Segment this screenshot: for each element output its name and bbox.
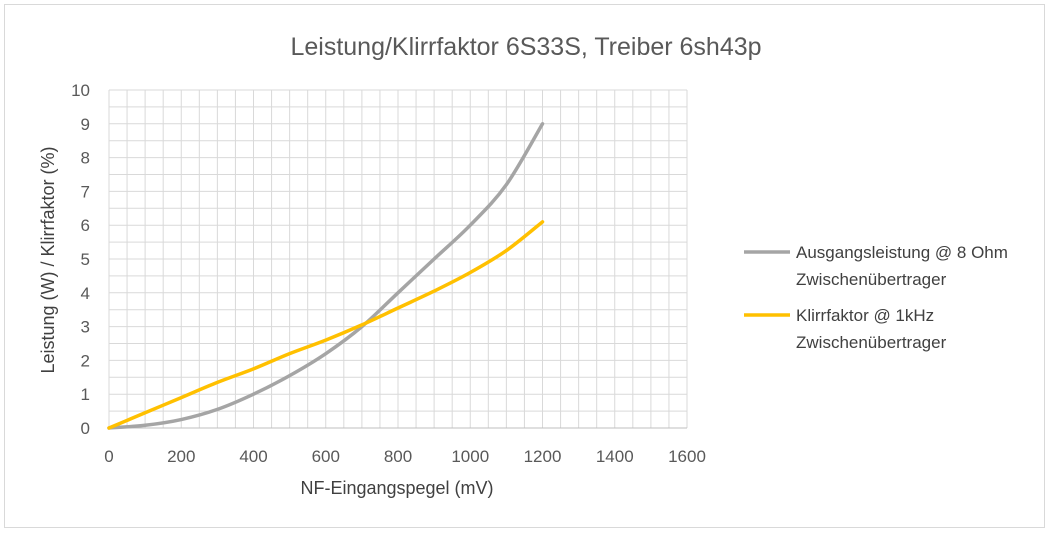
series-line-2	[107, 220, 545, 430]
y-axis-label: Leistung (W) / Klirrfaktor (%)	[38, 146, 58, 373]
x-tick-label: 200	[167, 447, 195, 466]
y-tick-label: 1	[81, 385, 90, 404]
x-tick-label: 1400	[596, 447, 634, 466]
legend: Ausgangsleistung @ 8 Ohm Zwischenübertrag…	[744, 243, 1008, 352]
x-axis-ticks: 0 200 400 600 800 1000 1200 1400 1600	[104, 447, 706, 466]
legend-label-2: Zwischenübertrager	[796, 333, 947, 352]
series-lines	[107, 122, 545, 430]
y-axis-ticks: 0 1 2 3 4 5 6 7 8 9 10	[71, 81, 90, 438]
x-tick-label: 1200	[524, 447, 562, 466]
y-tick-label: 5	[81, 250, 90, 269]
series-line-1	[107, 122, 545, 430]
y-tick-label: 10	[71, 81, 90, 100]
y-tick-label: 7	[81, 182, 90, 201]
y-tick-label: 9	[81, 115, 90, 134]
x-axis-label: NF-Eingangspegel (mV)	[300, 478, 493, 498]
legend-label-1: Ausgangsleistung @ 8 Ohm	[796, 243, 1008, 262]
x-tick-label: 1000	[451, 447, 489, 466]
x-tick-label: 800	[384, 447, 412, 466]
chart-title: Leistung/Klirrfaktor 6S33S, Treiber 6sh4…	[290, 33, 761, 61]
y-tick-label: 6	[81, 216, 90, 235]
y-tick-label: 2	[81, 351, 90, 370]
y-tick-label: 4	[81, 284, 90, 303]
legend-label-1: Zwischenübertrager	[796, 270, 947, 289]
y-tick-label: 8	[81, 149, 90, 168]
legend-label-2: Klirrfaktor @ 1kHz	[796, 306, 934, 325]
grid-lines	[108, 89, 688, 429]
x-tick-label: 1600	[668, 447, 706, 466]
y-tick-label: 0	[81, 419, 90, 438]
x-tick-label: 0	[104, 447, 113, 466]
y-tick-label: 3	[81, 318, 90, 337]
x-tick-label: 600	[312, 447, 340, 466]
x-tick-label: 400	[239, 447, 267, 466]
